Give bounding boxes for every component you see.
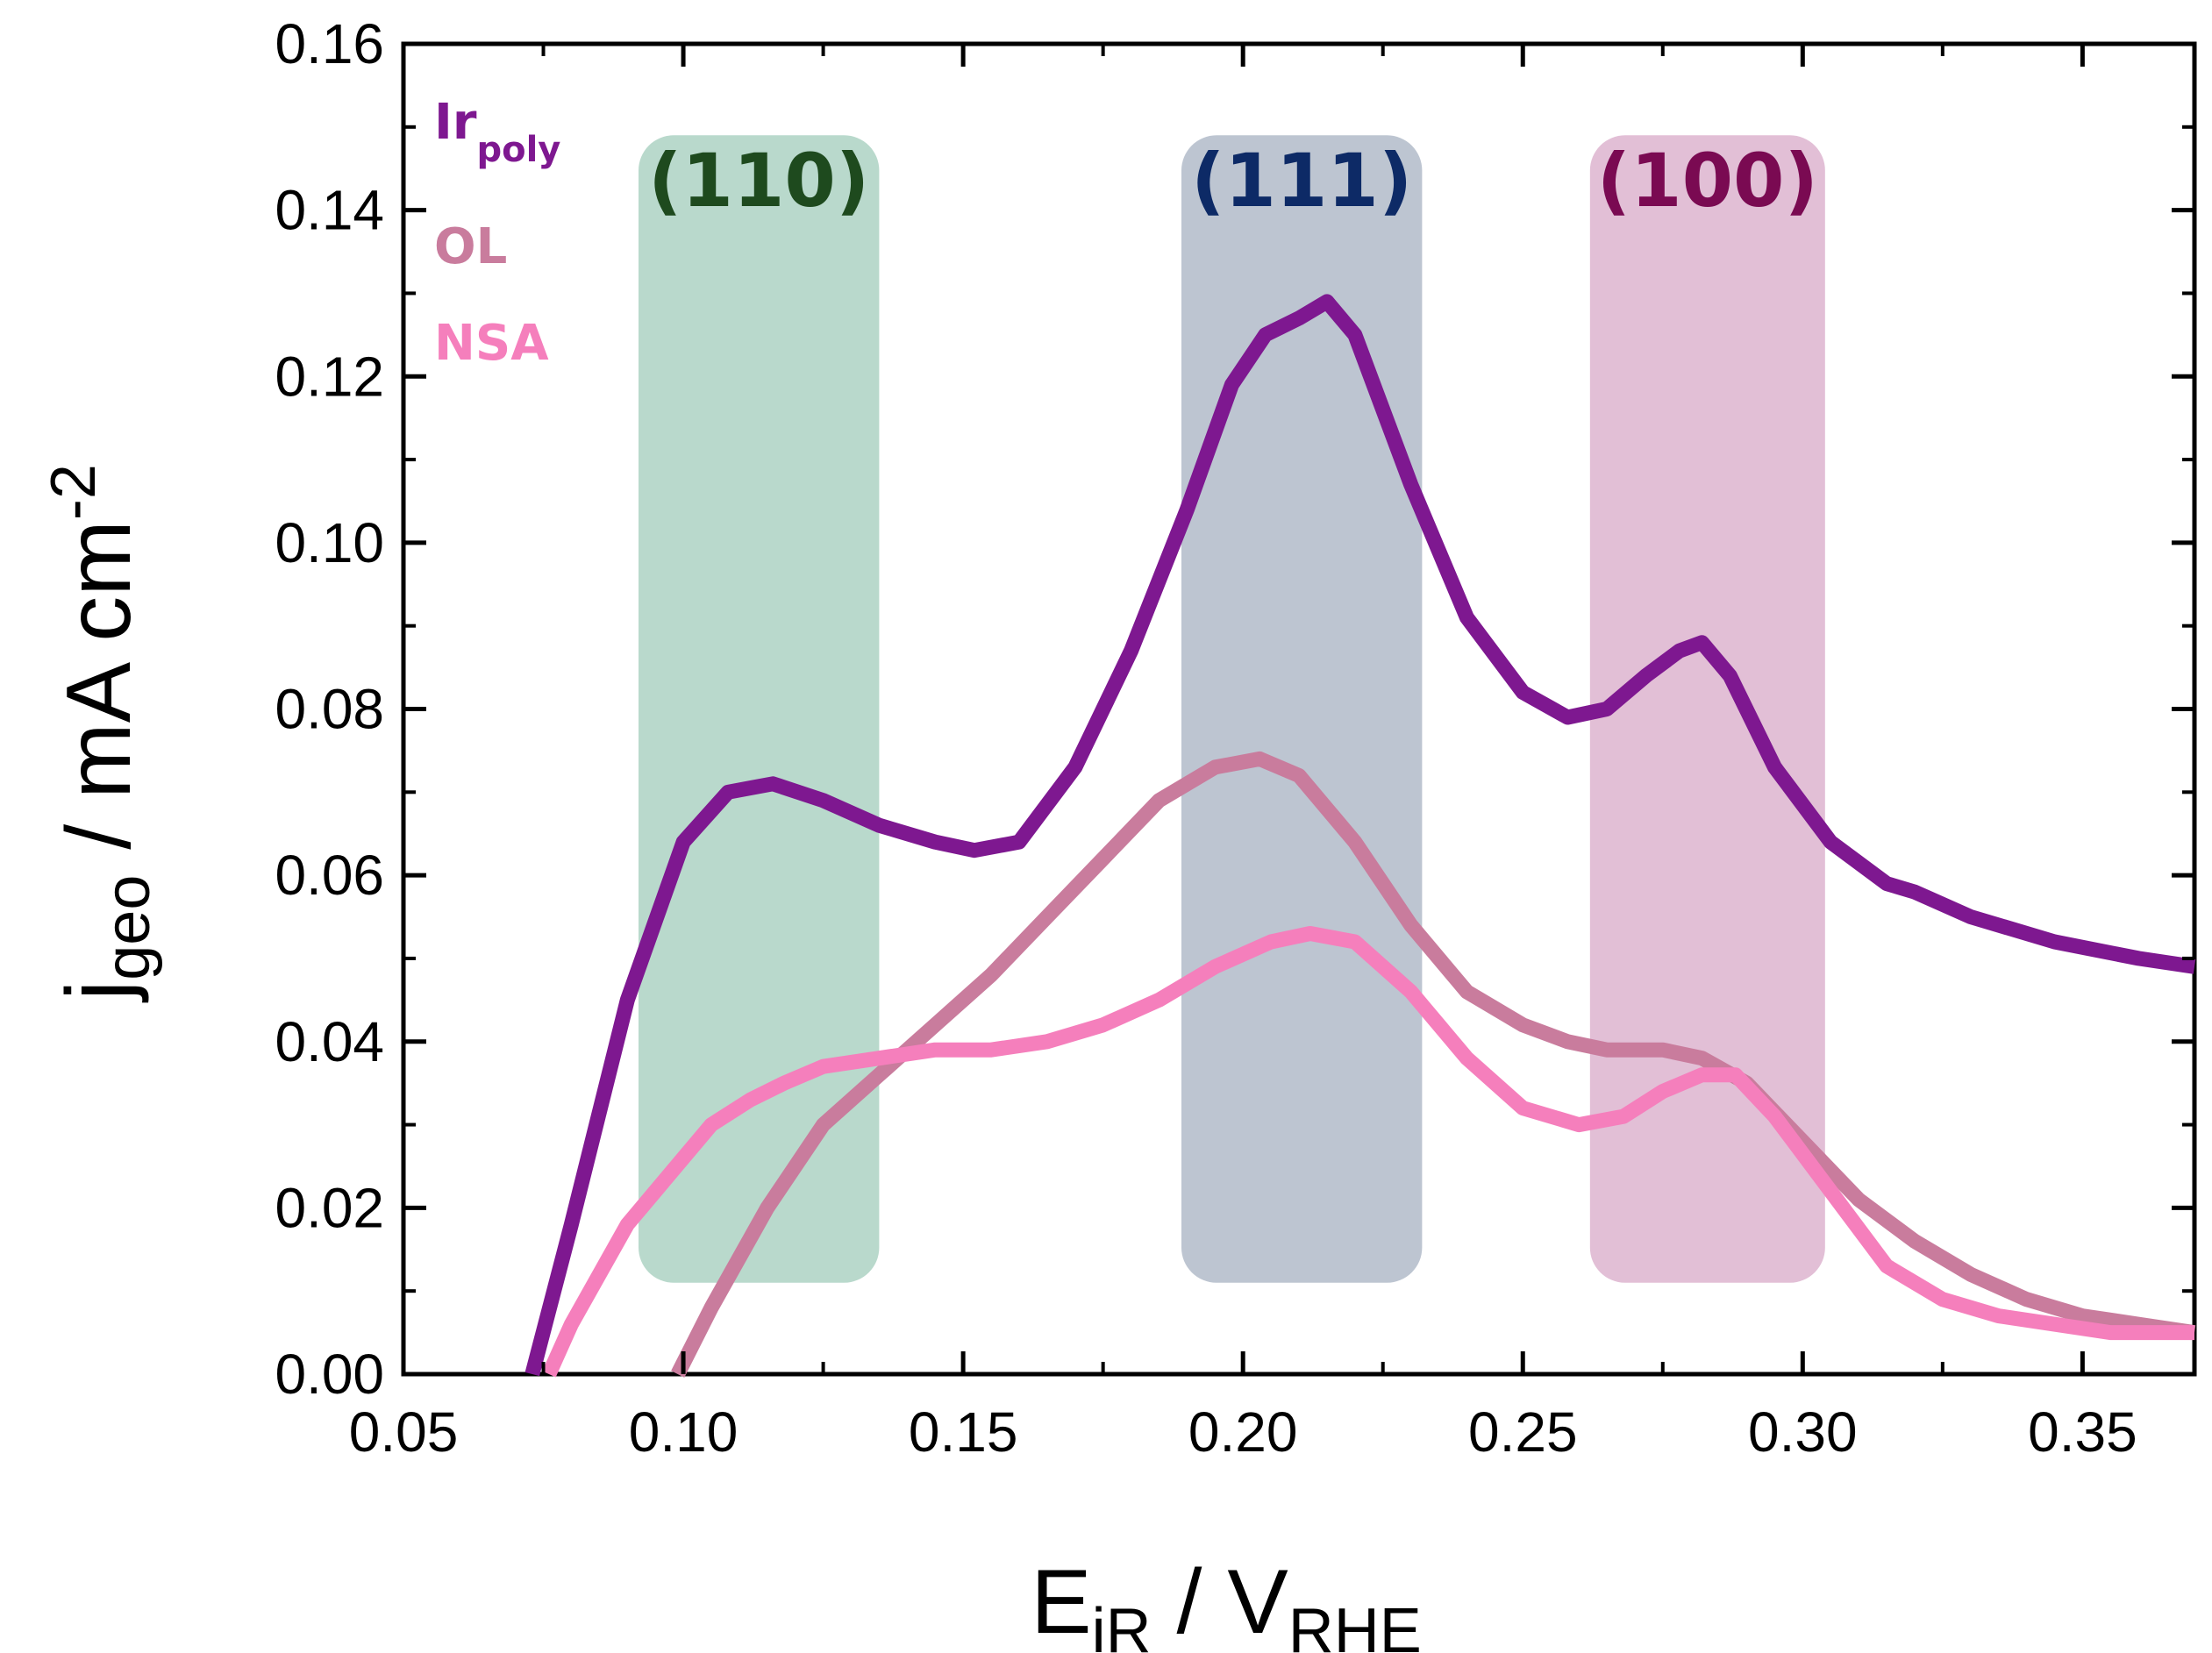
y-tick-label: 0.00 bbox=[275, 1343, 384, 1406]
x-tick-label: 0.30 bbox=[1748, 1400, 1858, 1464]
band-label-0: (110) bbox=[648, 138, 869, 224]
legend-item-nsa: NSA bbox=[434, 315, 549, 372]
x-tick-label: 0.05 bbox=[349, 1400, 459, 1464]
band-1 bbox=[1181, 135, 1423, 1283]
y-axis-title: jgeo / mA cm-2 bbox=[39, 464, 163, 1003]
band-label-1: (111) bbox=[1191, 138, 1412, 224]
series-lines bbox=[524, 294, 2196, 1378]
x-tick-label: 0.20 bbox=[1188, 1400, 1298, 1464]
series-line-ir bbox=[524, 294, 2196, 1377]
x-tick-label: 0.25 bbox=[1468, 1400, 1578, 1464]
x-axis-title: EiR / VRHE bbox=[1031, 1551, 1421, 1653]
band-0 bbox=[639, 135, 880, 1283]
legend-item-ir-poly: Irpoly bbox=[434, 94, 560, 170]
axis-ticks: 0.05 0.10 0.15 0.20 0.25 0.30 0.35 0.00 0.02 0.04… bbox=[275, 12, 2194, 1464]
y-tick-label: 0.10 bbox=[275, 511, 384, 574]
legend-item-ol: OL bbox=[434, 218, 507, 275]
highlight-bands: (110) (111) (100) bbox=[639, 135, 1825, 1283]
x-tick-label: 0.10 bbox=[629, 1400, 739, 1464]
series-line-nsa bbox=[542, 926, 2194, 1378]
y-tick-label: 0.04 bbox=[275, 1010, 384, 1073]
band-2 bbox=[1589, 135, 1825, 1283]
x-tick-label: 0.15 bbox=[909, 1400, 1018, 1464]
legend: Irpoly OL NSA bbox=[434, 94, 560, 372]
y-tick-label: 0.16 bbox=[275, 12, 384, 75]
y-tick-label: 0.12 bbox=[275, 345, 384, 408]
band-label-2: (100) bbox=[1597, 138, 1818, 224]
series-line-ol bbox=[671, 751, 2196, 1378]
y-tick-label: 0.06 bbox=[275, 844, 384, 907]
y-tick-label: 0.14 bbox=[275, 179, 384, 242]
x-tick-label: 0.35 bbox=[2028, 1400, 2137, 1464]
y-tick-label: 0.02 bbox=[275, 1176, 384, 1239]
y-tick-label: 0.08 bbox=[275, 678, 384, 741]
